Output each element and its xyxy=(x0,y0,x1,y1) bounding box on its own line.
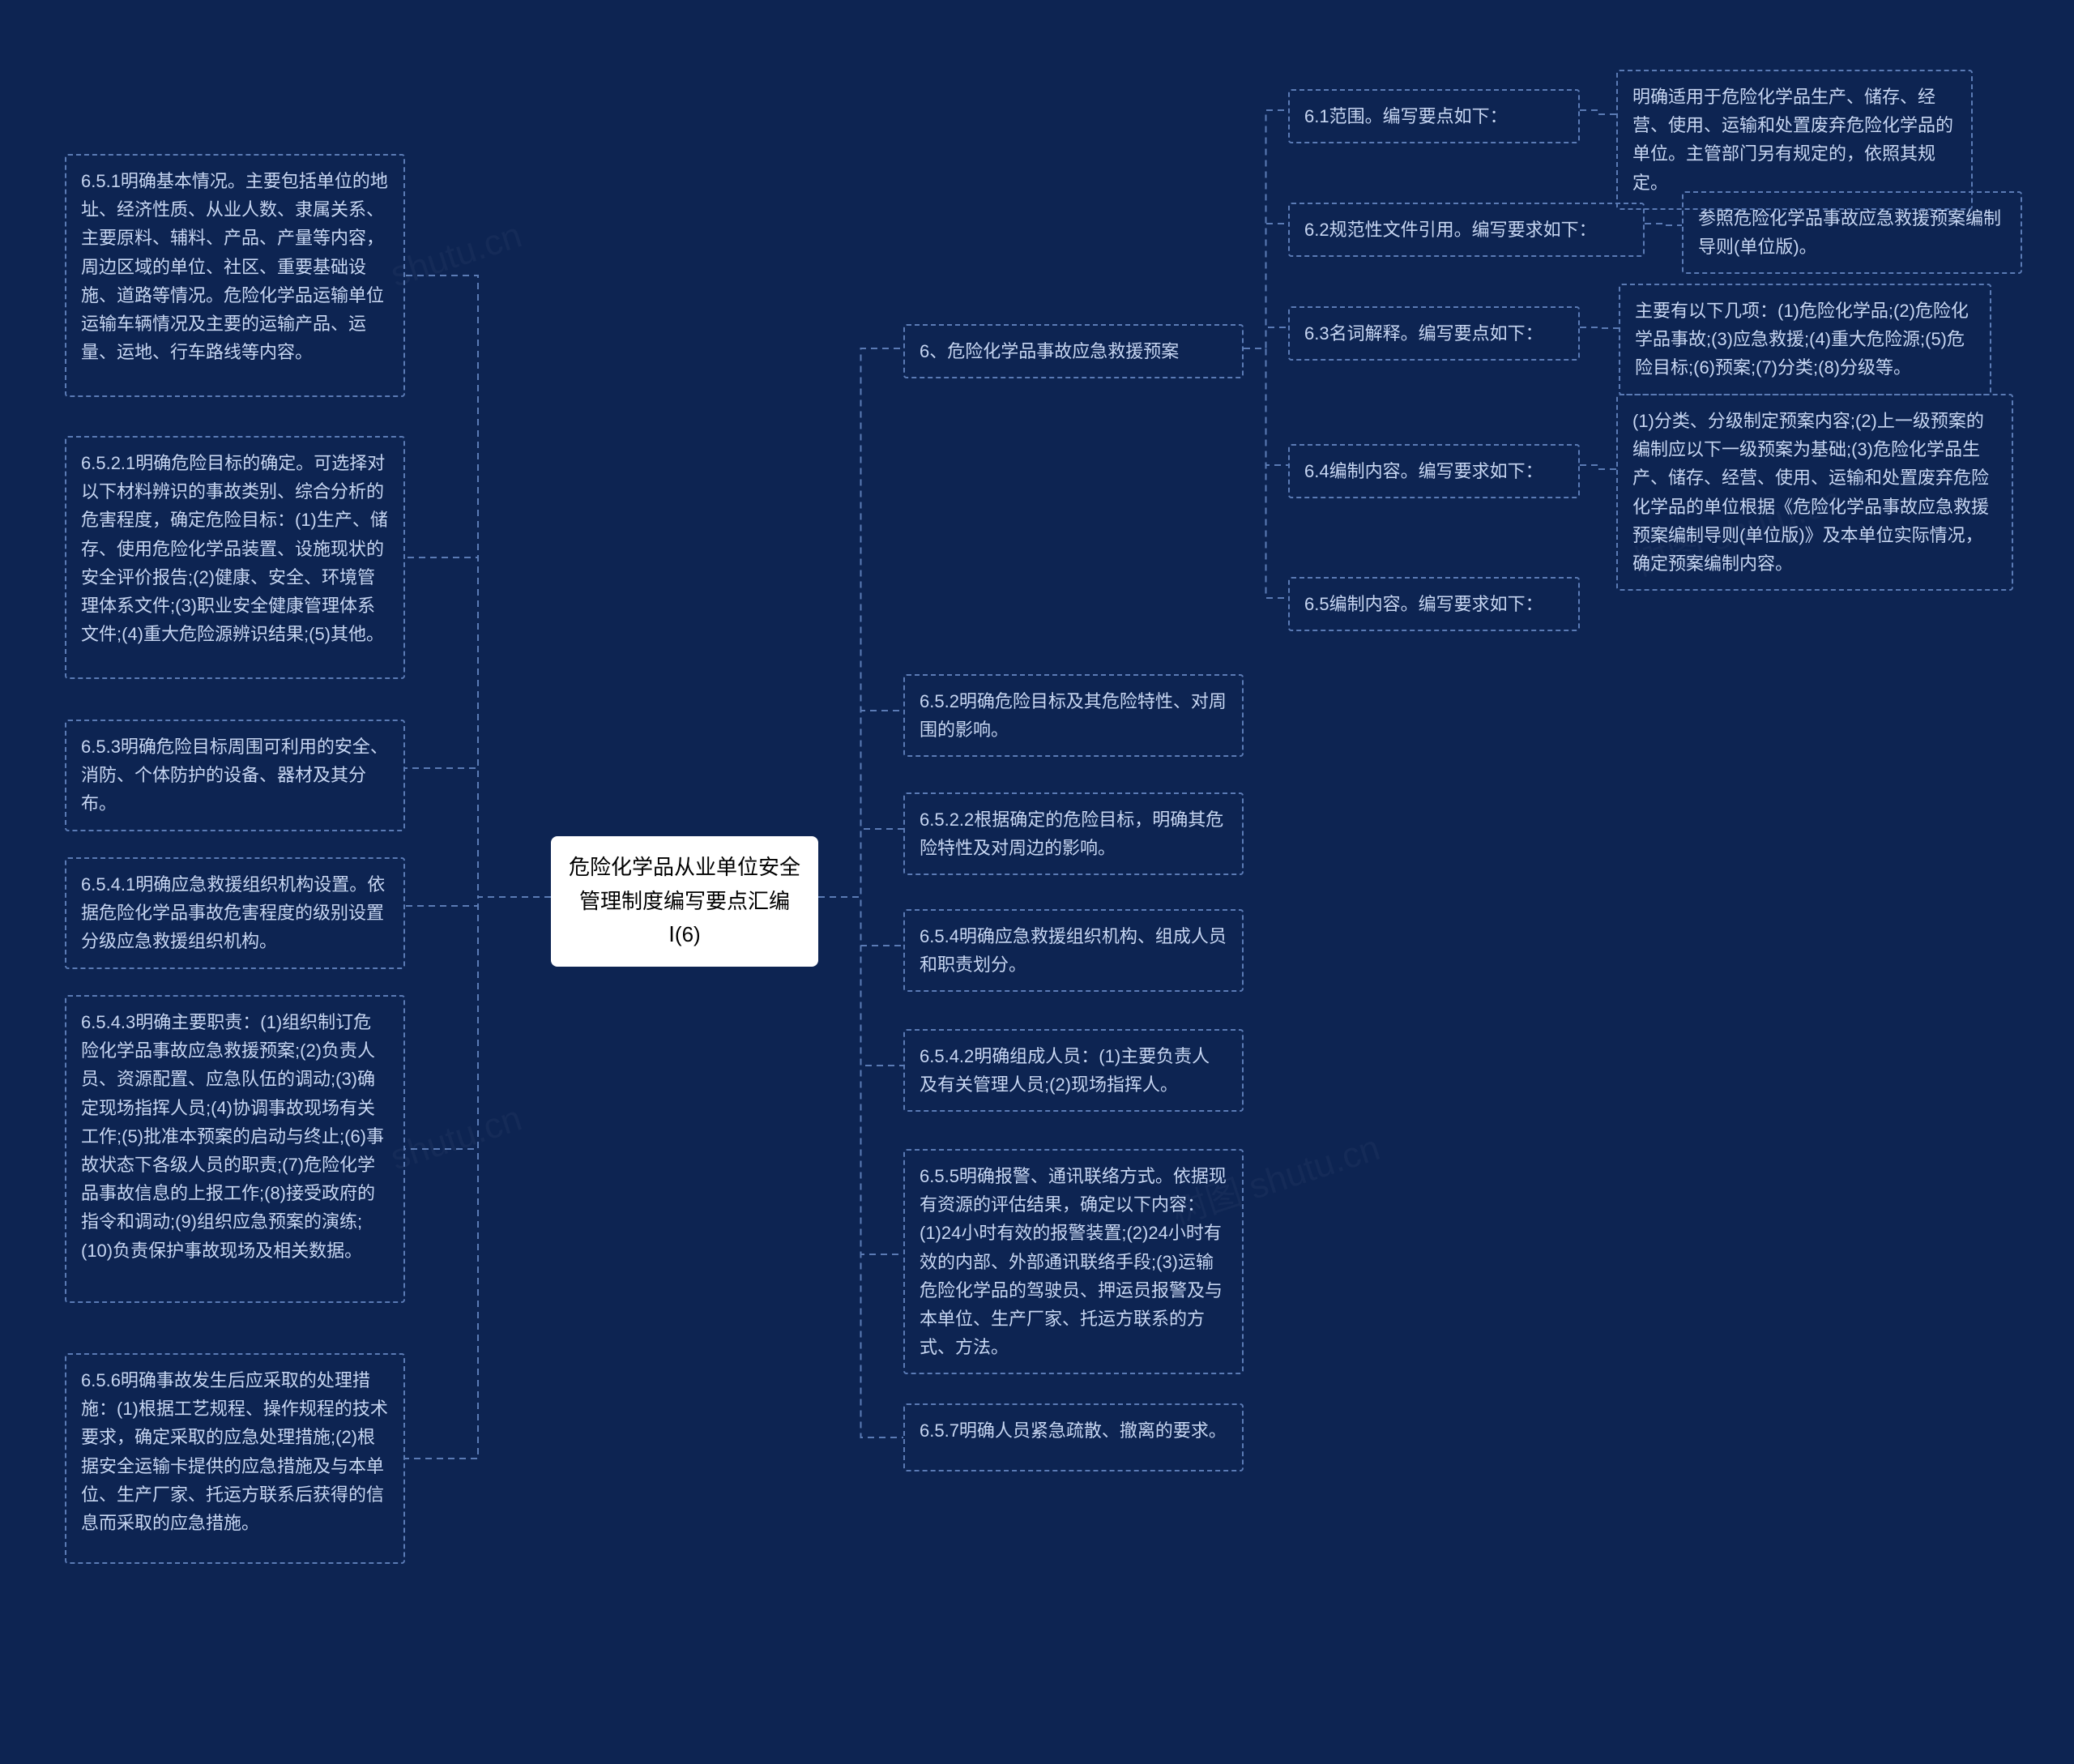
branch-6-label: 6、危险化学品事故应急救援预案 xyxy=(920,341,1179,361)
mid-node-4-label: 6.5.4.2明确组成人员：(1)主要负责人及有关管理人员;(2)现场指挥人。 xyxy=(920,1046,1210,1095)
branch-6-4-leaf: (1)分类、分级制定预案内容;(2)上一级预案的编制应以下一级预案为基础;(3)… xyxy=(1616,394,2013,591)
mid-node-4: 6.5.4.2明确组成人员：(1)主要负责人及有关管理人员;(2)现场指挥人。 xyxy=(903,1029,1244,1112)
left-node-4: 6.5.4.1明确应急救援组织机构设置。依据危险化学品事故危害程度的级别设置分级… xyxy=(65,857,405,969)
branch-6-1: 6.1范围。编写要点如下： xyxy=(1288,89,1580,143)
center-label: 危险化学品从业单位安全管理制度编写要点汇编Ⅰ(6) xyxy=(569,851,800,952)
branch-6: 6、危险化学品事故应急救援预案 xyxy=(903,324,1244,378)
branch-6-3-label: 6.3名词解释。编写要点如下： xyxy=(1304,323,1543,344)
left-node-3: 6.5.3明确危险目标周围可利用的安全、消防、个体防护的设备、器材及其分布。 xyxy=(65,720,405,831)
mid-node-6-label: 6.5.7明确人员紧急疏散、撤离的要求。 xyxy=(920,1420,1227,1441)
branch-6-1-label: 6.1范围。编写要点如下： xyxy=(1304,106,1508,126)
branch-6-2: 6.2规范性文件引用。编写要求如下： xyxy=(1288,203,1645,257)
left-node-6: 6.5.6明确事故发生后应采取的处理措施：(1)根据工艺规程、操作规程的技术要求… xyxy=(65,1353,405,1564)
left-node-5-label: 6.5.4.3明确主要职责：(1)组织制订危险化学品事故应急救援预案;(2)负责… xyxy=(81,1012,384,1261)
mid-node-3: 6.5.4明确应急救援组织机构、组成人员和职责划分。 xyxy=(903,909,1244,992)
left-node-1: 6.5.1明确基本情况。主要包括单位的地址、经济性质、从业人数、隶属关系、主要原… xyxy=(65,154,405,397)
left-node-1-label: 6.5.1明确基本情况。主要包括单位的地址、经济性质、从业人数、隶属关系、主要原… xyxy=(81,171,388,362)
left-node-3-label: 6.5.3明确危险目标周围可利用的安全、消防、个体防护的设备、器材及其分布。 xyxy=(81,737,388,814)
left-node-2: 6.5.2.1明确危险目标的确定。可选择对以下材料辨识的事故类别、综合分析的危害… xyxy=(65,436,405,679)
left-node-2-label: 6.5.2.1明确危险目标的确定。可选择对以下材料辨识的事故类别、综合分析的危害… xyxy=(81,453,388,644)
branch-6-3-leaf: 主要有以下几项：(1)危险化学品;(2)危险化学品事故;(3)应急救援;(4)重… xyxy=(1619,284,1991,395)
branch-6-1-leaf: 明确适用于危险化学品生产、储存、经营、使用、运输和处置废弃危险化学品的单位。主管… xyxy=(1616,70,1973,210)
branch-6-4: 6.4编制内容。编写要求如下： xyxy=(1288,444,1580,498)
watermark: shutu.cn xyxy=(386,216,527,296)
mid-node-2: 6.5.2.2根据确定的危险目标，明确其危险特性及对周边的影响。 xyxy=(903,792,1244,875)
mid-node-1-label: 6.5.2明确危险目标及其危险特性、对周围的影响。 xyxy=(920,691,1227,740)
branch-6-5: 6.5编制内容。编写要求如下： xyxy=(1288,577,1580,631)
left-node-6-label: 6.5.6明确事故发生后应采取的处理措施：(1)根据工艺规程、操作规程的技术要求… xyxy=(81,1370,388,1533)
mid-node-2-label: 6.5.2.2根据确定的危险目标，明确其危险特性及对周边的影响。 xyxy=(920,809,1223,858)
branch-6-1-leaf-label: 明确适用于危险化学品生产、储存、经营、使用、运输和处置废弃危险化学品的单位。主管… xyxy=(1632,87,1953,193)
mid-node-5-label: 6.5.5明确报警、通讯联络方式。依据现有资源的评估结果，确定以下内容：(1)2… xyxy=(920,1166,1227,1357)
branch-6-2-leaf: 参照危险化学品事故应急救援预案编制导则(单位版)。 xyxy=(1682,191,2022,274)
mid-node-1: 6.5.2明确危险目标及其危险特性、对周围的影响。 xyxy=(903,674,1244,757)
center-node: 危险化学品从业单位安全管理制度编写要点汇编Ⅰ(6) xyxy=(551,836,818,967)
branch-6-3: 6.3名词解释。编写要点如下： xyxy=(1288,306,1580,361)
left-node-4-label: 6.5.4.1明确应急救援组织机构设置。依据危险化学品事故危害程度的级别设置分级… xyxy=(81,874,385,951)
branch-6-2-leaf-label: 参照危险化学品事故应急救援预案编制导则(单位版)。 xyxy=(1698,208,2001,257)
left-node-5: 6.5.4.3明确主要职责：(1)组织制订危险化学品事故应急救援预案;(2)负责… xyxy=(65,995,405,1303)
mid-node-6: 6.5.7明确人员紧急疏散、撤离的要求。 xyxy=(903,1403,1244,1471)
branch-6-4-label: 6.4编制内容。编写要求如下： xyxy=(1304,461,1543,481)
watermark: shutu.cn xyxy=(386,1099,527,1179)
branch-6-5-label: 6.5编制内容。编写要求如下： xyxy=(1304,594,1543,614)
branch-6-2-label: 6.2规范性文件引用。编写要求如下： xyxy=(1304,220,1597,240)
branch-6-4-leaf-label: (1)分类、分级制定预案内容;(2)上一级预案的编制应以下一级预案为基础;(3)… xyxy=(1632,411,1989,574)
mid-node-5: 6.5.5明确报警、通讯联络方式。依据现有资源的评估结果，确定以下内容：(1)2… xyxy=(903,1149,1244,1374)
mid-node-3-label: 6.5.4明确应急救援组织机构、组成人员和职责划分。 xyxy=(920,926,1227,975)
branch-6-3-leaf-label: 主要有以下几项：(1)危险化学品;(2)危险化学品事故;(3)应急救援;(4)重… xyxy=(1635,301,1969,378)
